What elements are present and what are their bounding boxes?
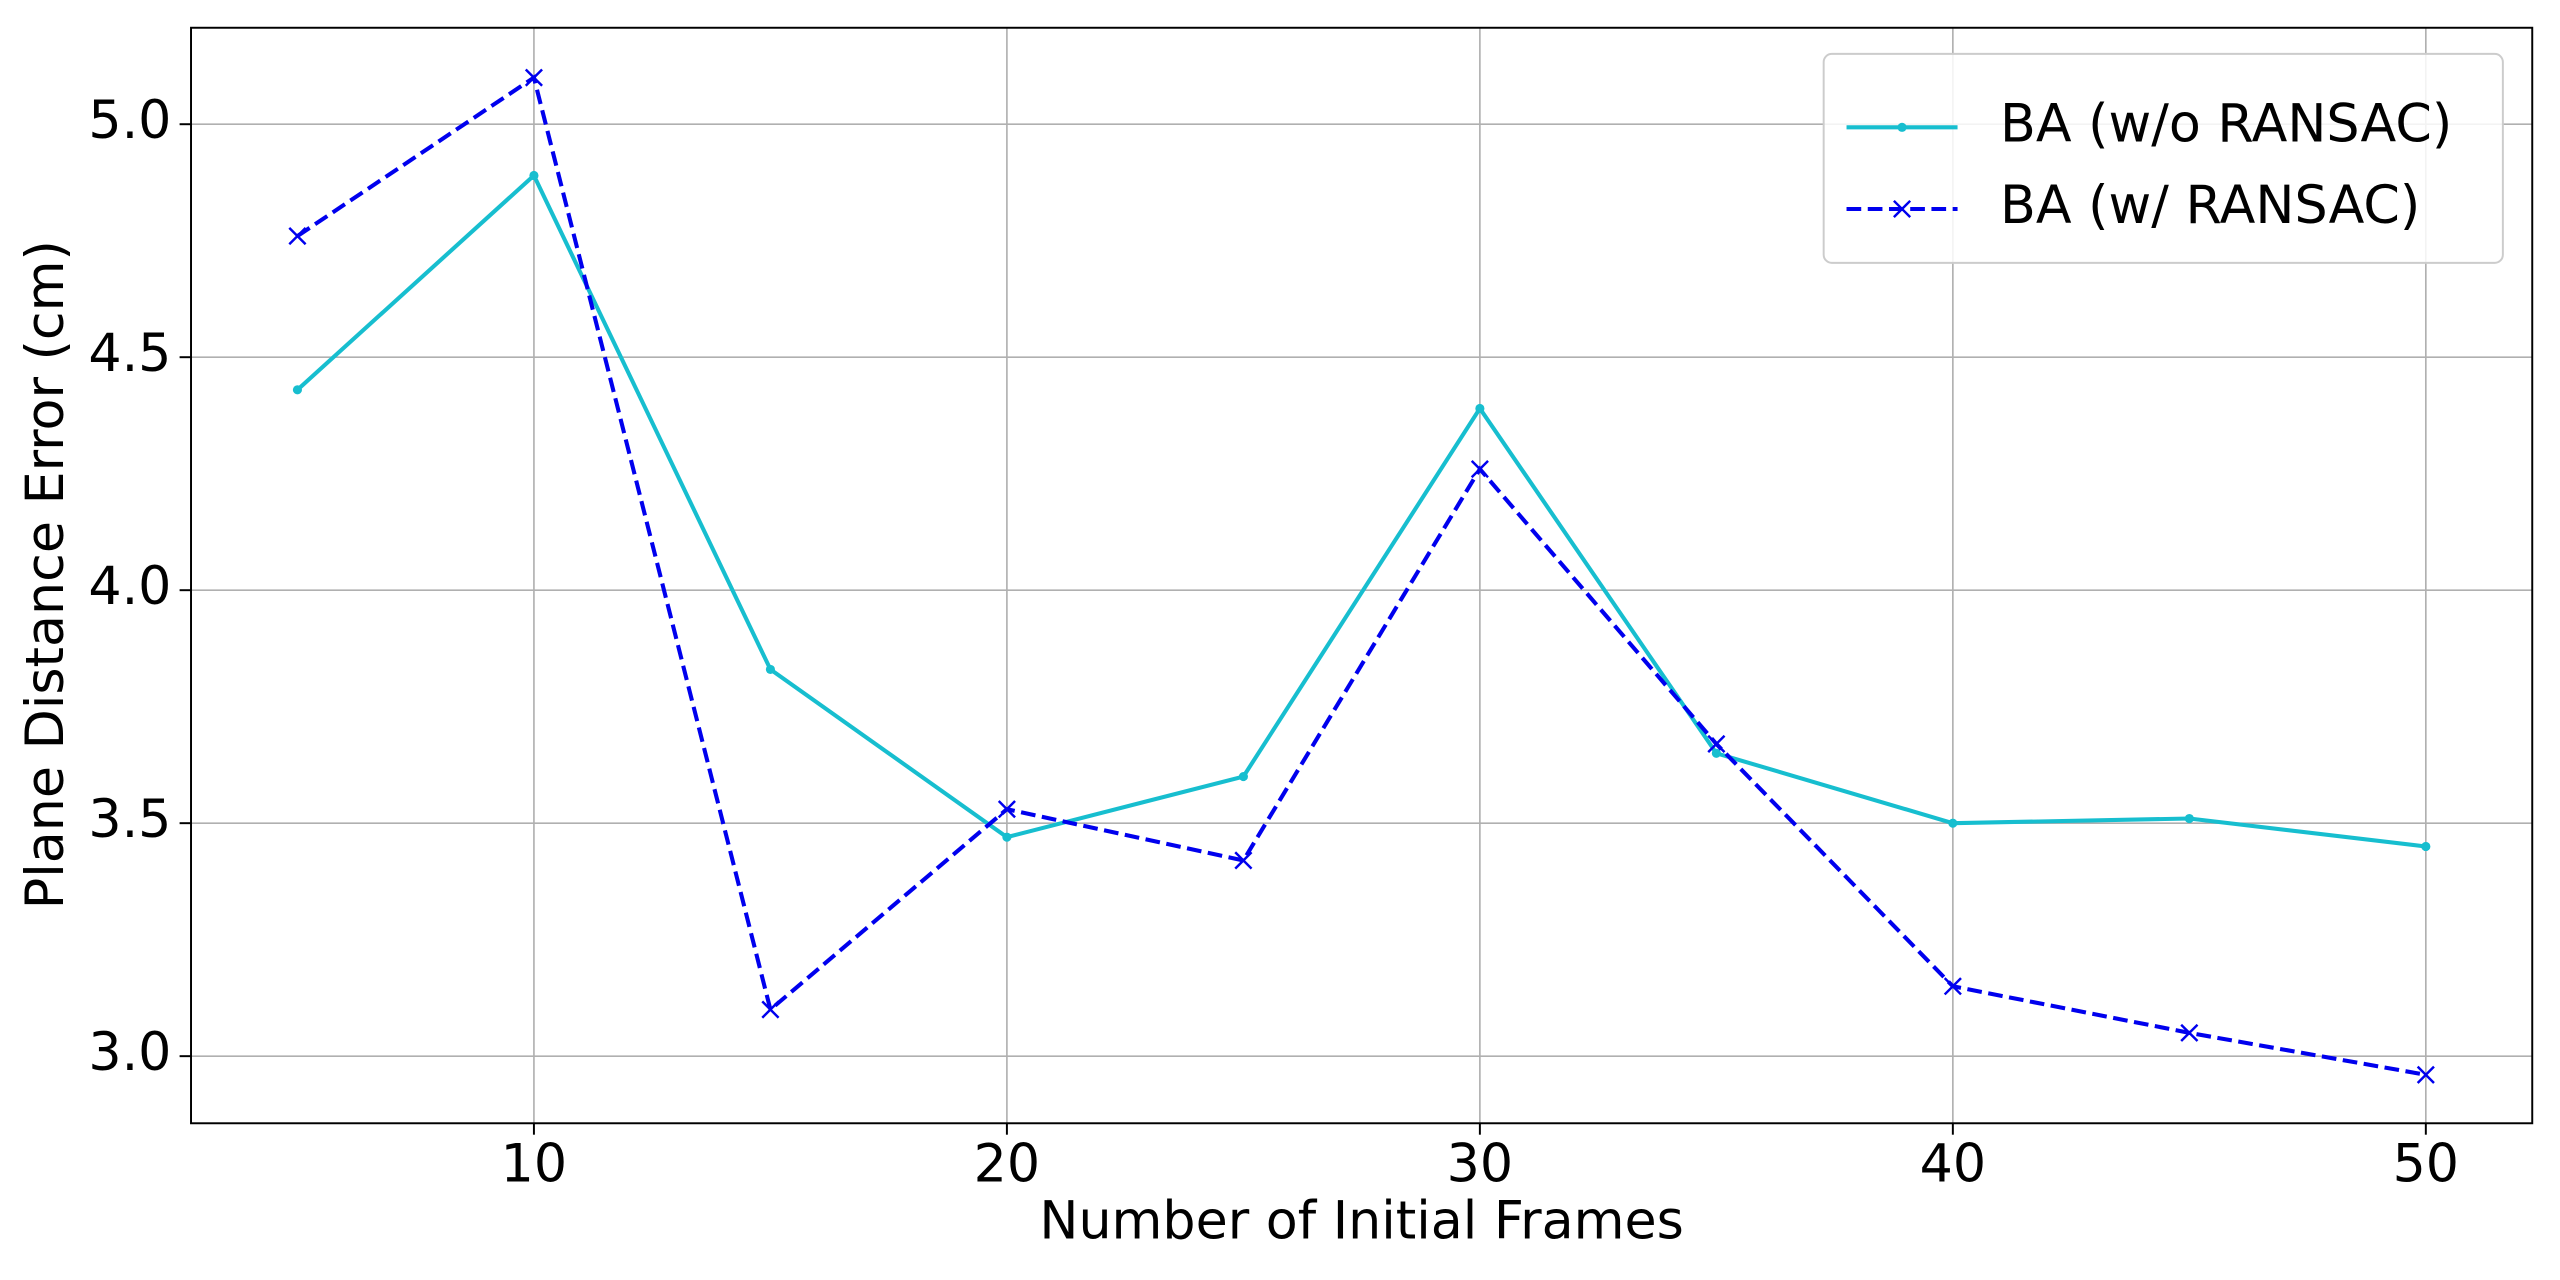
marker	[1475, 403, 1485, 414]
legend-label: BA (w/ RANSAC)	[2000, 176, 2420, 236]
marker	[2421, 841, 2431, 852]
marker	[1711, 748, 1721, 758]
x-tick-label: 10	[501, 1134, 567, 1194]
y-tick-label: 4.5	[88, 324, 171, 384]
marker	[1707, 734, 1726, 753]
y-tick-label: 3.0	[88, 1023, 171, 1083]
x-tick-label: 30	[1447, 1134, 1513, 1194]
marker	[1943, 977, 1962, 996]
series-line	[296, 74, 2427, 1077]
marker	[2416, 1065, 2435, 1084]
marker	[2184, 813, 2194, 824]
marker	[1002, 832, 1012, 842]
x-tick-label: 20	[974, 1134, 1040, 1194]
y-tick-label: 4.0	[88, 557, 171, 617]
marker	[1234, 851, 1253, 870]
series-line	[296, 172, 2427, 849]
y-tick-label: 5.0	[88, 91, 171, 151]
marker	[288, 227, 307, 246]
x-tick-label: 50	[2393, 1134, 2459, 1194]
marker	[1893, 199, 1912, 219]
marker	[2180, 1023, 2199, 1042]
marker	[1238, 772, 1248, 782]
marker	[997, 800, 1016, 819]
marker	[1470, 460, 1489, 479]
marker	[1948, 818, 1958, 828]
legend-label: BA (w/o RANSAC)	[2000, 94, 2452, 154]
y-axis-label: Plane Distance Error (cm)	[16, 240, 76, 909]
marker	[765, 664, 775, 674]
marker	[524, 68, 543, 87]
x-tick-label: 40	[1920, 1134, 1986, 1194]
marker	[761, 1000, 780, 1019]
marker	[1897, 122, 1907, 132]
legend-box	[1822, 52, 2504, 264]
x-axis-label: Number of Initial Frames	[1039, 1191, 1684, 1251]
plot-frame	[190, 26, 2534, 1125]
marker	[292, 385, 303, 395]
marker	[529, 170, 539, 181]
y-tick-label: 3.5	[88, 790, 171, 850]
